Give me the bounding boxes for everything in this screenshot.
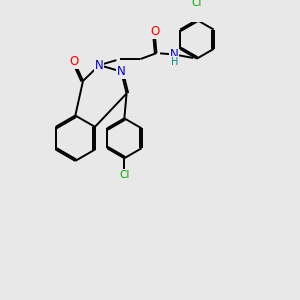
Text: N: N [95,59,104,72]
Text: N: N [117,65,125,78]
Text: O: O [70,55,79,68]
Text: N: N [170,48,178,61]
Text: H: H [170,57,178,67]
Text: Cl: Cl [119,170,130,180]
Text: O: O [151,25,160,38]
Text: Cl: Cl [192,0,202,8]
